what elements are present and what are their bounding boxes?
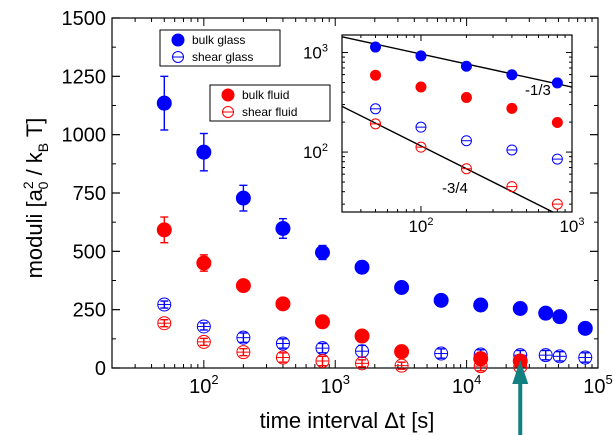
legend-marker bbox=[172, 51, 184, 63]
data-point bbox=[275, 350, 290, 365]
y-tick-label: 250 bbox=[73, 300, 106, 322]
y-tick-label: 750 bbox=[73, 183, 106, 205]
legend-marker bbox=[222, 106, 234, 118]
inset-series-shear-glass bbox=[370, 103, 563, 165]
data-point bbox=[355, 344, 370, 359]
series-bulk-fluid bbox=[156, 216, 528, 369]
inset-data-point bbox=[506, 181, 518, 193]
data-point bbox=[157, 297, 172, 312]
legend-label: bulk fluid bbox=[242, 88, 289, 102]
data-point bbox=[577, 320, 593, 336]
inset-data-point bbox=[370, 118, 382, 130]
data-point bbox=[434, 346, 449, 361]
inset-data-point bbox=[551, 198, 563, 210]
data-point bbox=[538, 348, 553, 363]
data-point bbox=[315, 354, 330, 368]
inset-data-point bbox=[460, 135, 472, 147]
inset-data-point bbox=[460, 163, 472, 175]
inset-plot: 102 103 102 103 -1/3 -3/4 bbox=[303, 34, 585, 236]
inset-data-point bbox=[551, 117, 563, 129]
y-tick-label: 500 bbox=[73, 241, 106, 263]
inset-data-point bbox=[506, 144, 518, 156]
inset-y-tick-label: 103 bbox=[303, 43, 328, 63]
inset-data-point bbox=[551, 153, 563, 165]
data-point bbox=[156, 95, 172, 111]
data-point bbox=[275, 220, 291, 236]
data-point bbox=[394, 358, 409, 373]
x-tick-label: 103 bbox=[320, 372, 349, 398]
x-axis-title: time interval Δt [s] bbox=[260, 408, 435, 433]
inset-data-point bbox=[415, 141, 427, 153]
legend-marker bbox=[221, 88, 235, 102]
inset-data-point bbox=[551, 77, 563, 89]
y-tick-label: 1500 bbox=[62, 8, 107, 30]
annotations bbox=[512, 360, 529, 435]
data-point bbox=[314, 245, 330, 260]
data-point bbox=[433, 292, 449, 308]
data-point bbox=[552, 349, 567, 364]
data-point bbox=[314, 314, 330, 330]
data-point bbox=[196, 255, 212, 271]
inset-data-point bbox=[415, 81, 427, 93]
inset-data-point bbox=[370, 41, 382, 53]
data-point bbox=[355, 356, 370, 371]
x-tick-label: 104 bbox=[452, 372, 481, 398]
x-tick-label: 102 bbox=[189, 372, 218, 398]
inset-data-point bbox=[370, 69, 382, 81]
inset-data-point bbox=[370, 103, 382, 115]
data-point bbox=[235, 278, 251, 294]
data-point bbox=[538, 305, 554, 321]
slope-label-bulk: -1/3 bbox=[525, 82, 551, 99]
data-point bbox=[512, 301, 528, 316]
inset-x-tick-label: 102 bbox=[408, 216, 433, 236]
data-point bbox=[578, 350, 593, 365]
slope-label-shear: -3/4 bbox=[442, 180, 468, 197]
legend-marker bbox=[171, 33, 185, 47]
data-point bbox=[196, 144, 212, 160]
data-point bbox=[275, 336, 290, 351]
inset-data-point bbox=[460, 92, 472, 104]
data-point bbox=[473, 359, 488, 374]
data-point bbox=[473, 297, 489, 313]
data-point bbox=[196, 334, 211, 349]
data-point bbox=[156, 222, 172, 238]
series-bulk-glass bbox=[156, 75, 593, 336]
series-shear-fluid bbox=[157, 316, 528, 374]
inset-data-point bbox=[506, 102, 518, 114]
data-point bbox=[236, 330, 251, 345]
arrow-head bbox=[512, 360, 529, 384]
legend-label: bulk glass bbox=[192, 33, 245, 47]
inset-data-point bbox=[415, 121, 427, 133]
data-point bbox=[552, 309, 568, 325]
inset-series-shear-fluid bbox=[370, 118, 563, 210]
data-point bbox=[196, 319, 211, 334]
inset-data-point bbox=[460, 60, 472, 72]
data-point bbox=[236, 345, 251, 360]
inset-data-point bbox=[415, 50, 427, 62]
data-point bbox=[235, 190, 251, 206]
data-point bbox=[354, 328, 370, 344]
legend-label: shear fluid bbox=[242, 105, 297, 119]
data-point bbox=[394, 280, 410, 295]
legend-label: shear glass bbox=[192, 50, 253, 64]
legend: bulk glass shear glass bulk fluid shear flu… bbox=[159, 29, 331, 122]
data-point bbox=[157, 316, 172, 331]
inset-data-point bbox=[506, 69, 518, 81]
y-tick-label: 1250 bbox=[62, 66, 107, 88]
data-point bbox=[354, 259, 370, 275]
y-axis-title: moduli [a20 / kB T] bbox=[20, 118, 51, 279]
inset-x-tick-label: 103 bbox=[559, 216, 584, 236]
data-point bbox=[394, 344, 410, 360]
main-plot: 0 250 500 750 1000 1250 1500 102 103 104 105 time i… bbox=[20, 8, 613, 433]
data-point bbox=[275, 296, 291, 312]
inset-series-bulk-glass bbox=[370, 41, 563, 89]
inset-series-bulk-fluid bbox=[370, 69, 563, 129]
inset-y-tick-label: 102 bbox=[303, 142, 328, 162]
y-tick-label: 1000 bbox=[62, 125, 107, 147]
y-tick-label: 0 bbox=[95, 358, 106, 380]
x-tick-label: 105 bbox=[583, 372, 612, 398]
